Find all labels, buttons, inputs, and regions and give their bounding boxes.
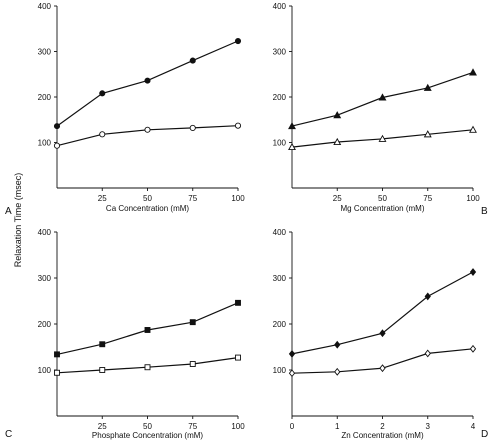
x-axis-label: Ca Concentration (mM) — [106, 204, 189, 213]
panel-letter: A — [5, 206, 12, 217]
data-point — [144, 364, 151, 371]
data-point — [424, 349, 431, 358]
data-point — [378, 93, 387, 101]
data-point — [144, 77, 151, 84]
data-point — [288, 349, 296, 358]
data-point — [333, 111, 342, 119]
x-tick-label: 100 — [231, 194, 245, 203]
panel-a: 100 200 300 400 25 50 75 100 Ca Concentration (m… — [5, 2, 245, 217]
data-point — [334, 367, 341, 376]
y-tick-label: 400 — [273, 2, 287, 11]
panel-letter: D — [481, 429, 488, 440]
y-tick-label: 300 — [273, 274, 287, 283]
data-point — [234, 37, 242, 45]
data-point — [189, 124, 196, 131]
x-axis-label: Mg Concentration (mM) — [340, 204, 424, 213]
data-point — [469, 68, 477, 76]
data-point — [288, 142, 296, 151]
x-tick-label: 50 — [143, 194, 152, 203]
data-point — [379, 364, 386, 373]
data-point — [144, 126, 151, 133]
data-point — [424, 292, 431, 301]
data-point — [99, 131, 106, 138]
x-tick-label: 100 — [231, 422, 245, 431]
x-tick-label: 25 — [333, 194, 342, 203]
data-point — [99, 341, 106, 348]
shared-y-axis-label: Relaxation Time (msec) — [13, 173, 23, 268]
x-tick-label: 4 — [471, 422, 476, 431]
x-tick-label: 25 — [98, 194, 107, 203]
x-tick-label: 0 — [290, 422, 295, 431]
x-tick-label: 25 — [98, 422, 107, 431]
data-point — [189, 361, 196, 367]
data-point — [144, 327, 151, 333]
y-tick-label: 400 — [38, 228, 52, 237]
panel-d: 100 200 300 400 0 1 2 3 4 Zn Concentration (mM) D — [273, 228, 489, 440]
x-tick-label: 3 — [426, 422, 431, 431]
x-axis-label: Phosphate Concentration (mM) — [92, 431, 204, 440]
x-tick-label: 75 — [188, 194, 197, 203]
data-point — [423, 130, 432, 138]
x-tick-label: 1 — [335, 422, 340, 431]
data-point — [235, 299, 241, 306]
panel-letter: C — [5, 429, 12, 440]
y-tick-label: 300 — [38, 274, 52, 283]
data-point — [378, 134, 387, 142]
y-tick-label: 100 — [38, 139, 52, 148]
data-point — [288, 369, 296, 378]
data-point — [334, 340, 341, 349]
data-point — [235, 354, 241, 361]
data-point — [333, 137, 342, 146]
data-point — [53, 142, 61, 149]
y-tick-label: 200 — [38, 320, 52, 329]
y-tick-label: 200 — [273, 320, 287, 329]
data-point — [288, 121, 296, 130]
y-tick-label: 100 — [38, 366, 52, 375]
y-tick-label: 400 — [273, 228, 287, 237]
data-point — [99, 90, 106, 97]
data-point — [189, 319, 196, 326]
data-point — [54, 351, 60, 358]
data-point — [53, 123, 61, 130]
panel-letter: B — [481, 206, 488, 217]
y-tick-label: 400 — [38, 2, 52, 11]
panel-b: 100 200 300 400 25 50 75 100 Mg Concentration (m… — [273, 2, 488, 217]
data-point — [234, 122, 242, 129]
y-tick-label: 100 — [273, 139, 287, 148]
data-point — [54, 369, 60, 376]
y-tick-label: 200 — [38, 93, 52, 102]
x-tick-label: 2 — [380, 422, 385, 431]
y-tick-label: 100 — [273, 366, 287, 375]
x-tick-label: 100 — [466, 194, 480, 203]
data-point — [469, 125, 477, 133]
x-tick-label: 50 — [378, 194, 387, 203]
x-tick-label: 75 — [188, 422, 197, 431]
series-line-1 — [291, 271, 474, 355]
x-tick-label: 50 — [143, 422, 152, 431]
y-tick-label: 200 — [273, 93, 287, 102]
data-point — [189, 57, 196, 64]
data-point — [469, 344, 477, 353]
y-tick-label: 300 — [38, 48, 52, 57]
x-axis-label: Zn Concentration (mM) — [341, 431, 424, 440]
y-tick-label: 300 — [273, 48, 287, 57]
data-point — [379, 329, 386, 338]
data-point — [423, 83, 432, 91]
data-point — [99, 367, 106, 373]
data-point — [469, 268, 477, 276]
x-tick-label: 75 — [423, 194, 432, 203]
panel-c: 100 200 300 400 25 50 75 100 Phosphate Concentra… — [5, 228, 245, 440]
